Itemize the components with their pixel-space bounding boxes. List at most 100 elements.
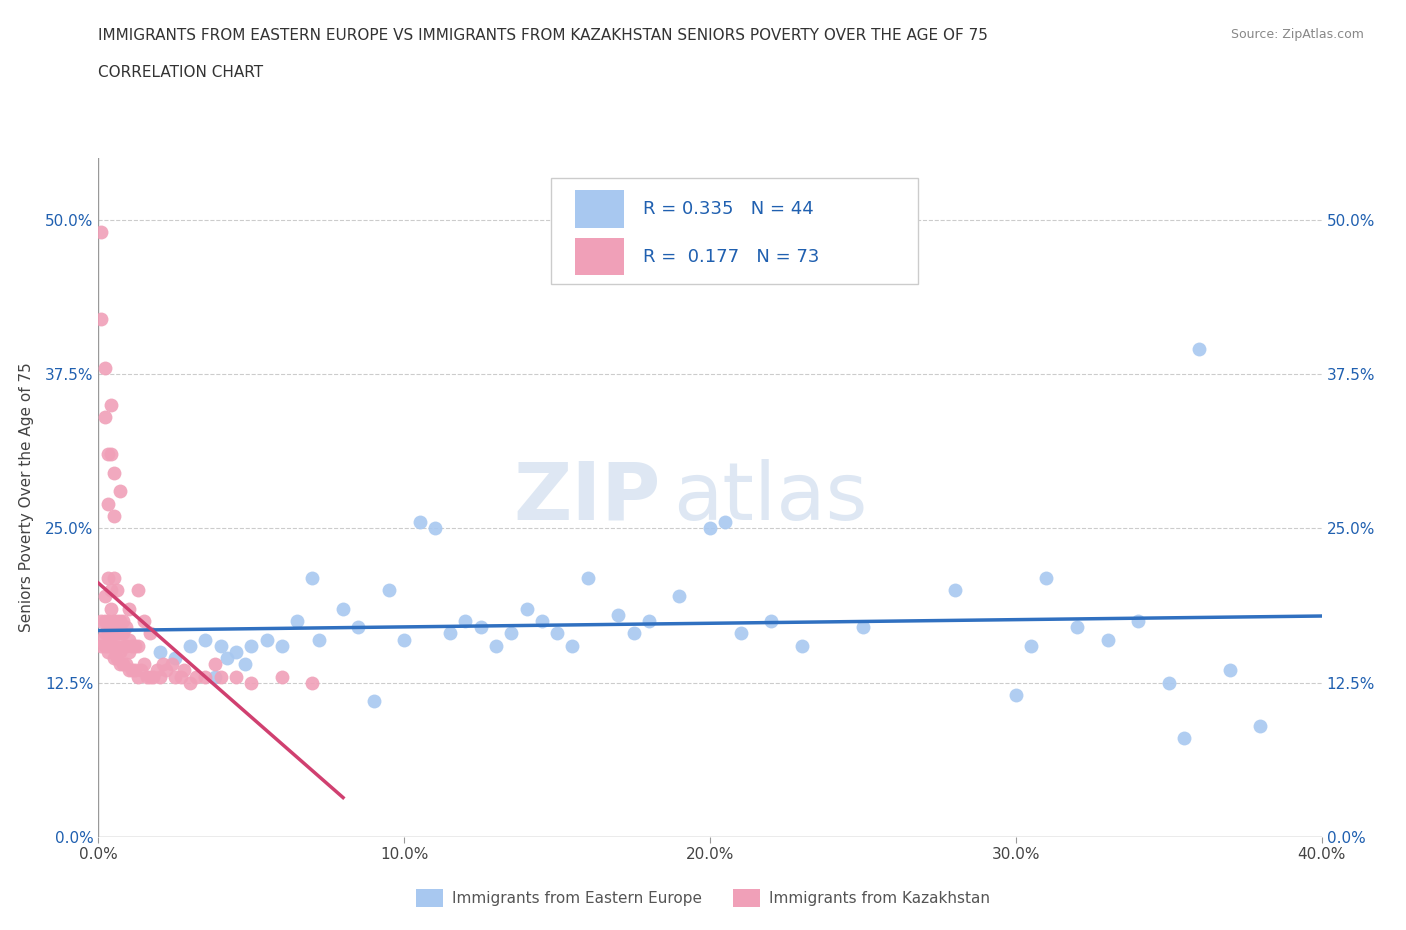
Point [97,626,120,641]
Point [623,626,645,641]
Point [233,657,256,671]
Point [1157,675,1180,690]
Point [301,570,323,585]
Point [943,583,966,598]
Point [145,663,167,678]
Point [301,675,323,690]
Point [516,601,538,616]
Point [124,663,146,678]
Point [308,632,330,647]
Point [93,626,115,641]
Point [103,570,125,585]
Point [179,675,201,690]
Point [285,614,308,629]
Point [225,644,247,659]
Point [607,607,630,622]
Point [108,484,131,498]
Point [118,601,141,616]
Point [637,614,661,629]
Point [225,669,247,684]
Point [852,619,875,634]
Point [270,638,292,653]
Legend: Immigrants from Eastern Europe, Immigrants from Kazakhstan: Immigrants from Eastern Europe, Immigran… [409,884,997,913]
Text: R = 0.335   N = 44: R = 0.335 N = 44 [643,200,814,218]
Point [194,669,217,684]
Point [105,583,128,598]
Point [730,626,752,641]
Point [240,638,263,653]
Point [118,632,141,647]
Point [240,675,263,690]
Point [530,614,553,629]
Point [149,669,172,684]
Point [1004,687,1026,702]
Point [121,663,143,678]
Point [378,583,401,598]
Point [714,515,737,530]
Point [118,644,141,659]
Point [439,626,461,641]
Point [155,663,177,678]
Point [363,694,385,709]
Point [105,638,128,653]
Point [576,570,599,585]
Point [97,570,120,585]
Point [127,583,149,598]
Point [90,632,112,647]
Point [90,225,112,240]
FancyBboxPatch shape [551,179,918,284]
Point [1097,632,1119,647]
Point [105,626,128,641]
Point [149,644,172,659]
Point [100,583,122,598]
Point [97,447,120,462]
Point [97,638,120,653]
Point [115,619,138,634]
Point [97,614,120,629]
Point [103,614,125,629]
Point [142,669,165,684]
Point [179,638,201,653]
Point [1219,663,1241,678]
Point [408,515,430,530]
Point [93,361,115,376]
Point [152,657,174,671]
Point [668,589,690,604]
Point [90,614,112,629]
Point [111,657,134,671]
Point [100,601,122,616]
Point [103,509,125,524]
Point [127,638,149,653]
Point [105,614,128,629]
Point [1128,614,1150,629]
Point [204,669,226,684]
Point [209,638,232,653]
Point [108,657,131,671]
Point [270,669,292,684]
Point [103,465,125,480]
Point [108,644,131,659]
Point [115,638,138,653]
Point [93,638,115,653]
Bar [575,191,624,228]
Point [90,638,112,653]
Point [163,651,186,666]
Point [160,657,183,671]
Text: Source: ZipAtlas.com: Source: ZipAtlas.com [1230,28,1364,41]
Point [111,626,134,641]
Point [392,632,416,647]
Point [93,614,115,629]
Point [1173,731,1195,746]
Text: IMMIGRANTS FROM EASTERN EUROPE VS IMMIGRANTS FROM KAZAKHSTAN SENIORS POVERTY OVE: IMMIGRANTS FROM EASTERN EUROPE VS IMMIGR… [98,28,988,43]
Point [127,669,149,684]
Point [136,669,159,684]
Point [124,638,146,653]
Point [1019,638,1042,653]
Y-axis label: Seniors Poverty Over the Age of 75: Seniors Poverty Over the Age of 75 [18,363,34,632]
Point [347,619,370,634]
Point [561,638,583,653]
Bar [575,238,624,275]
Point [546,626,568,641]
Point [163,669,186,684]
Point [139,669,162,684]
